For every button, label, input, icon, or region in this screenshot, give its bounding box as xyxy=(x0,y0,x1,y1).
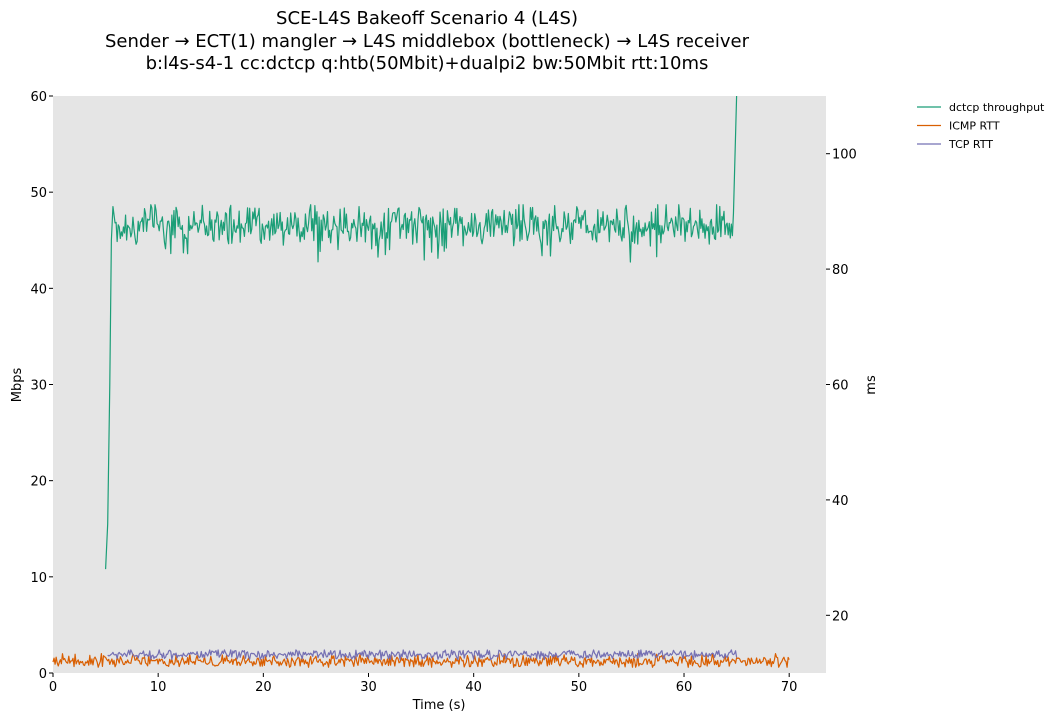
y-left-tick-label: 50 xyxy=(30,186,47,201)
x-tick-label: 10 xyxy=(150,680,167,695)
chart-title-line-1: SCE-L4S Bakeoff Scenario 4 (L4S) xyxy=(276,8,578,29)
x-tick-label: 70 xyxy=(781,680,798,695)
x-tick-label: 20 xyxy=(255,680,272,695)
y-right-tick-label: 40 xyxy=(832,494,849,509)
legend-label: dctcp throughput xyxy=(949,101,1045,114)
y-left-tick-label: 40 xyxy=(30,282,47,297)
x-axis-label: Time (s) xyxy=(412,698,466,713)
series-line-dctcp-throughput xyxy=(104,95,738,570)
legend-label: TCP RTT xyxy=(948,138,993,151)
series-layer xyxy=(52,95,790,668)
chart-title: SCE-L4S Bakeoff Scenario 4 (L4S) Sender … xyxy=(105,8,750,74)
series-line-tcp-rtt xyxy=(107,649,738,661)
chart-title-line-2: Sender → ECT(1) mangler → L4S middlebox … xyxy=(105,31,750,52)
legend-label: ICMP RTT xyxy=(949,120,1000,133)
y-right-tick-label: 100 xyxy=(832,148,857,163)
legend: dctcp throughput ICMP RTT TCP RTT xyxy=(917,101,1045,151)
x-tick-label: 60 xyxy=(676,680,693,695)
plot-area xyxy=(53,96,826,673)
y-right-tick-label: 20 xyxy=(832,609,849,624)
y-right-tick-label: 80 xyxy=(832,263,849,278)
x-tick-label: 50 xyxy=(571,680,588,695)
axes: 0 10 20 30 40 50 60 70 0 10 20 30 40 50 60 20 40 60 80 100 xyxy=(30,90,856,695)
y-left-tick-label: 30 xyxy=(30,379,47,394)
y-axis-left-label: Mbps xyxy=(10,368,25,403)
y-left-tick-label: 20 xyxy=(30,475,47,490)
y-left-tick-label: 10 xyxy=(30,571,47,586)
y-right-tick-label: 60 xyxy=(832,379,849,394)
series-line-icmp-rtt xyxy=(52,652,790,668)
y-axis-right-label: ms xyxy=(864,375,879,395)
y-left-tick-label: 60 xyxy=(30,90,47,105)
x-tick-label: 30 xyxy=(360,680,377,695)
y-left-tick-label: 0 xyxy=(39,667,47,682)
x-tick-label: 40 xyxy=(465,680,482,695)
chart-title-line-3: b:l4s-s4-1 cc:dctcp q:htb(50Mbit)+dualpi… xyxy=(146,53,709,74)
x-tick-label: 0 xyxy=(49,680,57,695)
